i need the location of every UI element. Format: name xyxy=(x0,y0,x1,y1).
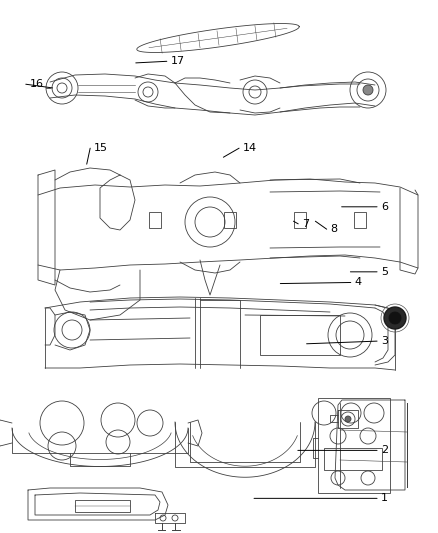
Text: 14: 14 xyxy=(243,143,257,153)
Text: 1: 1 xyxy=(381,494,388,503)
Text: 5: 5 xyxy=(381,267,388,277)
Text: 17: 17 xyxy=(171,56,185,66)
Text: 7: 7 xyxy=(302,219,309,229)
Text: 15: 15 xyxy=(94,143,108,153)
Bar xyxy=(318,398,390,493)
Circle shape xyxy=(363,85,373,95)
Text: 6: 6 xyxy=(381,202,388,212)
Bar xyxy=(354,212,366,228)
Bar xyxy=(224,212,236,228)
Circle shape xyxy=(345,416,351,422)
Bar xyxy=(324,448,382,470)
Bar xyxy=(149,212,161,228)
Bar xyxy=(260,315,340,355)
Bar xyxy=(294,212,306,228)
Text: 8: 8 xyxy=(331,224,338,234)
Text: 16: 16 xyxy=(30,79,44,89)
Bar xyxy=(75,500,130,512)
Circle shape xyxy=(389,312,401,324)
Text: 4: 4 xyxy=(355,278,362,287)
Text: 3: 3 xyxy=(381,336,388,346)
Text: 2: 2 xyxy=(381,446,388,455)
Circle shape xyxy=(384,307,406,329)
